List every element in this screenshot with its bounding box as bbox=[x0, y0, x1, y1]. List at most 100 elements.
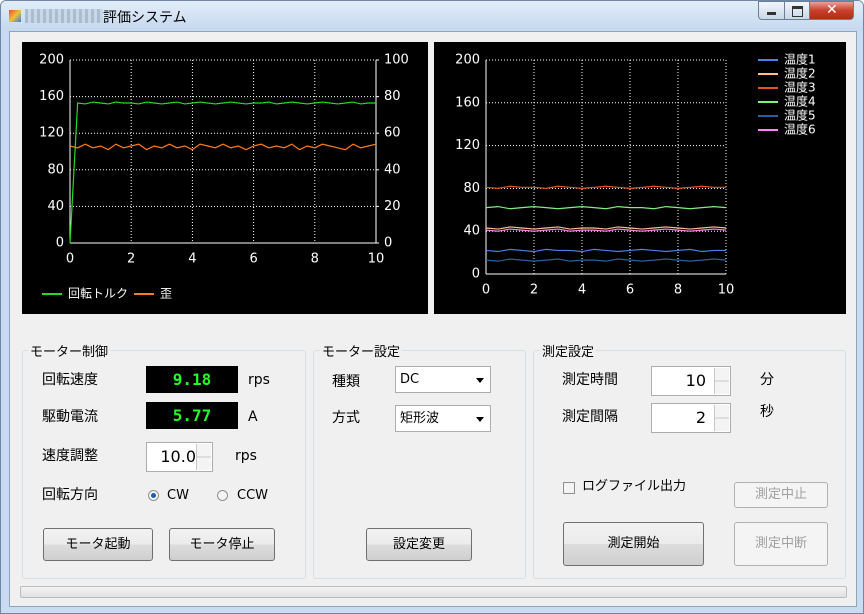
mode-combo[interactable]: 矩形波 bbox=[395, 405, 491, 432]
temperature-chart: 0 40 80 120 160 200 0 2 4 6 8 10 温度1 温度2 温度3 温度4 温度5 温度6 bbox=[434, 42, 846, 314]
legend-label: 温度1 bbox=[784, 53, 816, 67]
label: 回転速度 bbox=[42, 372, 98, 388]
series-line bbox=[69, 101, 376, 244]
x-tick-label: 2 bbox=[530, 283, 538, 298]
y-tick-label: 120 bbox=[39, 126, 64, 141]
spinner[interactable] bbox=[714, 405, 729, 431]
group-title: 測定設定 bbox=[540, 341, 597, 360]
x-tick-label: 4 bbox=[188, 252, 196, 267]
window-title: 評価システム bbox=[103, 10, 187, 26]
y2-tick-label: 100 bbox=[384, 53, 409, 68]
label: 測定間隔 bbox=[562, 409, 618, 425]
stop-motor-button[interactable]: モータ停止 bbox=[169, 528, 275, 561]
maximize-button[interactable] bbox=[784, 1, 810, 20]
x-tick-label: 8 bbox=[674, 283, 682, 298]
legend-label: 温度3 bbox=[784, 81, 816, 95]
label: 速度調整 bbox=[42, 448, 98, 464]
legend-label: 温度5 bbox=[784, 109, 816, 123]
legend-label: 温度2 bbox=[784, 67, 816, 81]
spinner[interactable] bbox=[196, 444, 211, 470]
type-combo[interactable]: DC bbox=[395, 366, 491, 393]
series-line bbox=[485, 185, 726, 190]
input-value: 10 bbox=[685, 371, 706, 390]
y-tick-label: 160 bbox=[455, 95, 480, 110]
input-value: 10.0 bbox=[160, 447, 196, 466]
apply-button[interactable]: 設定変更 bbox=[366, 528, 472, 561]
title-bar: 評価システム ✕ bbox=[1, 1, 863, 31]
series-line bbox=[69, 143, 377, 151]
group-title: モーター設定 bbox=[320, 341, 403, 360]
y2-tick-label: 60 bbox=[384, 126, 401, 141]
torque-chart: 0 40 80 120 160 200 0 2 4 6 8 10 0 20 40 60 80 100 回転トルク歪 bbox=[22, 42, 428, 314]
series-line bbox=[485, 226, 727, 230]
series-line bbox=[485, 205, 727, 210]
start-measure-button[interactable]: 測定開始 bbox=[563, 522, 704, 566]
group-box bbox=[533, 350, 846, 579]
x-tick-label: 4 bbox=[578, 283, 586, 298]
interval-input[interactable]: 2 bbox=[651, 403, 731, 433]
y2-tick-label: 20 bbox=[384, 199, 401, 214]
y2-tick-label: 0 bbox=[384, 236, 392, 251]
input-value: 2 bbox=[695, 408, 706, 427]
chart-svg: 040801201602000 2 4 6 8 10020406080100回転トルク歪 bbox=[39, 53, 409, 301]
unit: 分 bbox=[760, 372, 774, 388]
log-checkbox[interactable] bbox=[563, 482, 575, 494]
progress-bar bbox=[20, 586, 847, 598]
y-tick-label: 200 bbox=[39, 53, 64, 68]
time-input[interactable]: 10 bbox=[651, 366, 731, 396]
x-tick-label: 10 bbox=[718, 283, 735, 298]
y2-tick-label: 80 bbox=[384, 89, 401, 104]
x-tick-label: 8 bbox=[311, 252, 319, 267]
x-tick-label: 6 bbox=[626, 283, 634, 298]
group-title: モーター制御 bbox=[28, 341, 111, 360]
legend-label: 歪 bbox=[160, 287, 172, 301]
abort-button[interactable]: 測定中止 bbox=[734, 482, 828, 508]
radio-label[interactable]: CCW bbox=[237, 488, 269, 503]
label: 種類 bbox=[332, 374, 360, 390]
close-button[interactable]: ✕ bbox=[809, 1, 854, 20]
radio-ccw[interactable] bbox=[217, 490, 228, 501]
legend-label: 温度4 bbox=[784, 95, 816, 109]
start-motor-button[interactable]: モータ起動 bbox=[43, 528, 153, 561]
y-tick-label: 0 bbox=[56, 236, 64, 251]
legend-label: 回転トルク bbox=[68, 287, 128, 301]
y-tick-label: 200 bbox=[455, 53, 480, 68]
series-line bbox=[485, 228, 727, 232]
y-tick-label: 0 bbox=[472, 267, 480, 282]
pause-button[interactable]: 測定中断 bbox=[734, 522, 828, 566]
group-box bbox=[22, 350, 306, 579]
x-tick-label: 10 bbox=[368, 252, 385, 267]
label: 方式 bbox=[332, 410, 360, 426]
group-box bbox=[313, 350, 526, 579]
legend-label: 温度6 bbox=[784, 123, 816, 137]
y2-tick-label: 40 bbox=[384, 162, 401, 177]
unit: 秒 bbox=[760, 404, 774, 420]
y-tick-label: 80 bbox=[47, 162, 64, 177]
blurred-title bbox=[25, 9, 103, 23]
series-line bbox=[485, 258, 727, 262]
x-tick-label: 6 bbox=[249, 252, 257, 267]
speed-display: 9.18 bbox=[146, 366, 238, 393]
unit: A bbox=[248, 409, 258, 425]
label: 回転方向 bbox=[42, 487, 98, 503]
radio-cw[interactable] bbox=[148, 490, 159, 501]
y-tick-label: 80 bbox=[463, 181, 480, 196]
x-tick-label: 2 bbox=[127, 252, 135, 267]
radio-label[interactable]: CW bbox=[167, 488, 189, 503]
current-display: 5.77 bbox=[146, 402, 238, 429]
y-tick-label: 120 bbox=[455, 138, 480, 153]
y-tick-label: 40 bbox=[463, 224, 480, 239]
x-tick-label: 0 bbox=[482, 283, 490, 298]
checkbox-label[interactable]: ログファイル出力 bbox=[582, 479, 687, 494]
speed-input[interactable]: 10.0 bbox=[146, 442, 213, 472]
minimize-button[interactable] bbox=[758, 1, 785, 20]
series-line bbox=[485, 248, 726, 253]
x-tick-label: 0 bbox=[66, 252, 74, 267]
app-icon bbox=[9, 10, 21, 22]
spinner[interactable] bbox=[714, 368, 729, 394]
label: 測定時間 bbox=[562, 372, 618, 388]
label: 駆動電流 bbox=[42, 409, 98, 425]
y-tick-label: 40 bbox=[47, 199, 64, 214]
unit: rps bbox=[235, 448, 257, 464]
